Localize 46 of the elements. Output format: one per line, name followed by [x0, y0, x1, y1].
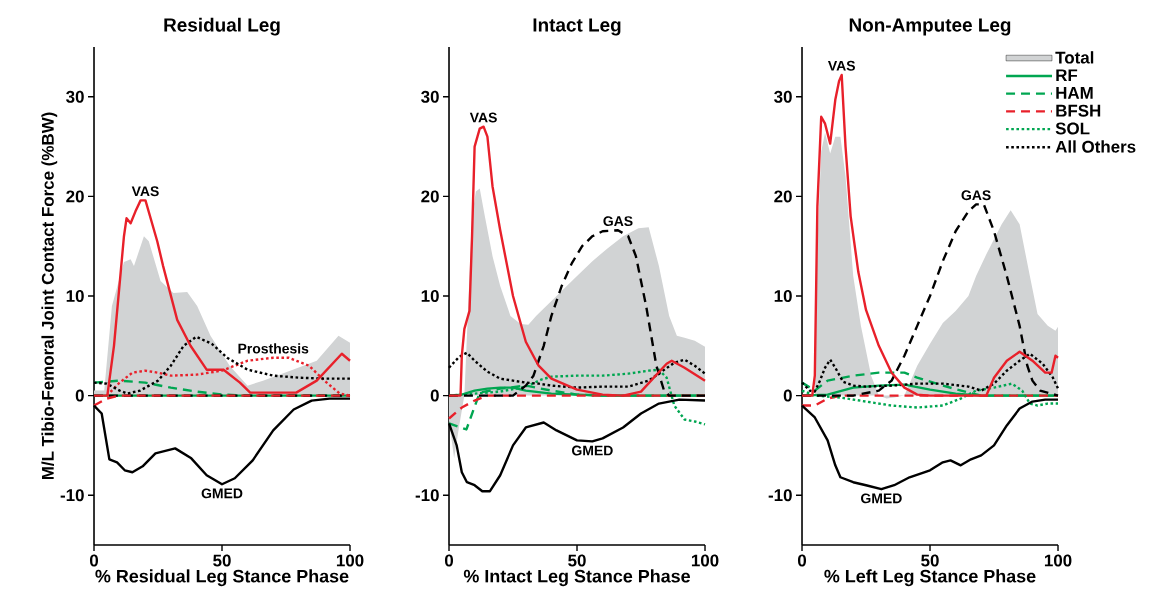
x-tick-label: 0	[89, 554, 99, 567]
y-tick-label: -10	[768, 489, 792, 502]
y-tick-label: -10	[415, 489, 439, 502]
x-tick-label: 50	[568, 554, 586, 567]
x-axis-title: % Intact Leg Stance Phase	[463, 569, 690, 587]
y-tick-label: 0	[75, 389, 84, 402]
y-tick-label: 10	[421, 289, 439, 302]
legend-label: BFSH	[1056, 104, 1101, 117]
x-axis-title: % Left Leg Stance Phase	[824, 569, 1036, 587]
x-tick-label: 0	[444, 554, 454, 567]
annotation: VAS	[131, 186, 159, 197]
annotation: Prosthesis	[238, 343, 309, 354]
y-tick-label: 20	[774, 190, 792, 203]
x-tick-label: 0	[797, 554, 807, 567]
x-tick-label: 50	[213, 554, 231, 567]
chart-title: Non-Amputee Leg	[849, 18, 1011, 36]
annotation: VAS	[827, 60, 855, 71]
legend-label: RF	[1056, 69, 1078, 82]
y-tick-label: 20	[66, 190, 84, 203]
annotation: GMED	[572, 445, 613, 456]
legend-label: SOL	[1055, 122, 1090, 135]
x-tick-label: 100	[336, 554, 364, 567]
chart-title: Intact Leg	[533, 18, 621, 36]
legend-label: All Others	[1055, 140, 1136, 153]
annotation: GAS	[603, 216, 633, 227]
y-tick-label: 0	[430, 389, 439, 402]
y-tick-label: 20	[421, 190, 439, 203]
chart-title: Residual Leg	[164, 17, 280, 36]
annotation: GMED	[861, 493, 902, 504]
legend-label: Total	[1055, 51, 1094, 64]
x-axis-title: % Residual Leg Stance Phase	[95, 569, 349, 587]
y-tick-label: 30	[421, 90, 439, 103]
annotation: GMED	[201, 488, 243, 499]
y-tick-label: 0	[783, 389, 792, 402]
y-tick-label: 10	[774, 289, 792, 302]
annotation: VAS	[469, 112, 497, 123]
legend-label: HAM	[1056, 87, 1093, 99]
x-tick-label: 50	[921, 554, 939, 567]
y-axis-title: M/L Tibio-Femoral Joint Contact Force (%BW)	[41, 112, 58, 480]
annotation: GAS	[961, 190, 991, 201]
y-tick-label: 30	[66, 90, 84, 103]
y-tick-label: 10	[66, 289, 84, 302]
y-tick-label: -10	[60, 489, 84, 502]
y-tick-label: 30	[774, 90, 792, 103]
x-tick-label: 100	[1044, 554, 1072, 567]
x-tick-label: 100	[691, 554, 719, 567]
